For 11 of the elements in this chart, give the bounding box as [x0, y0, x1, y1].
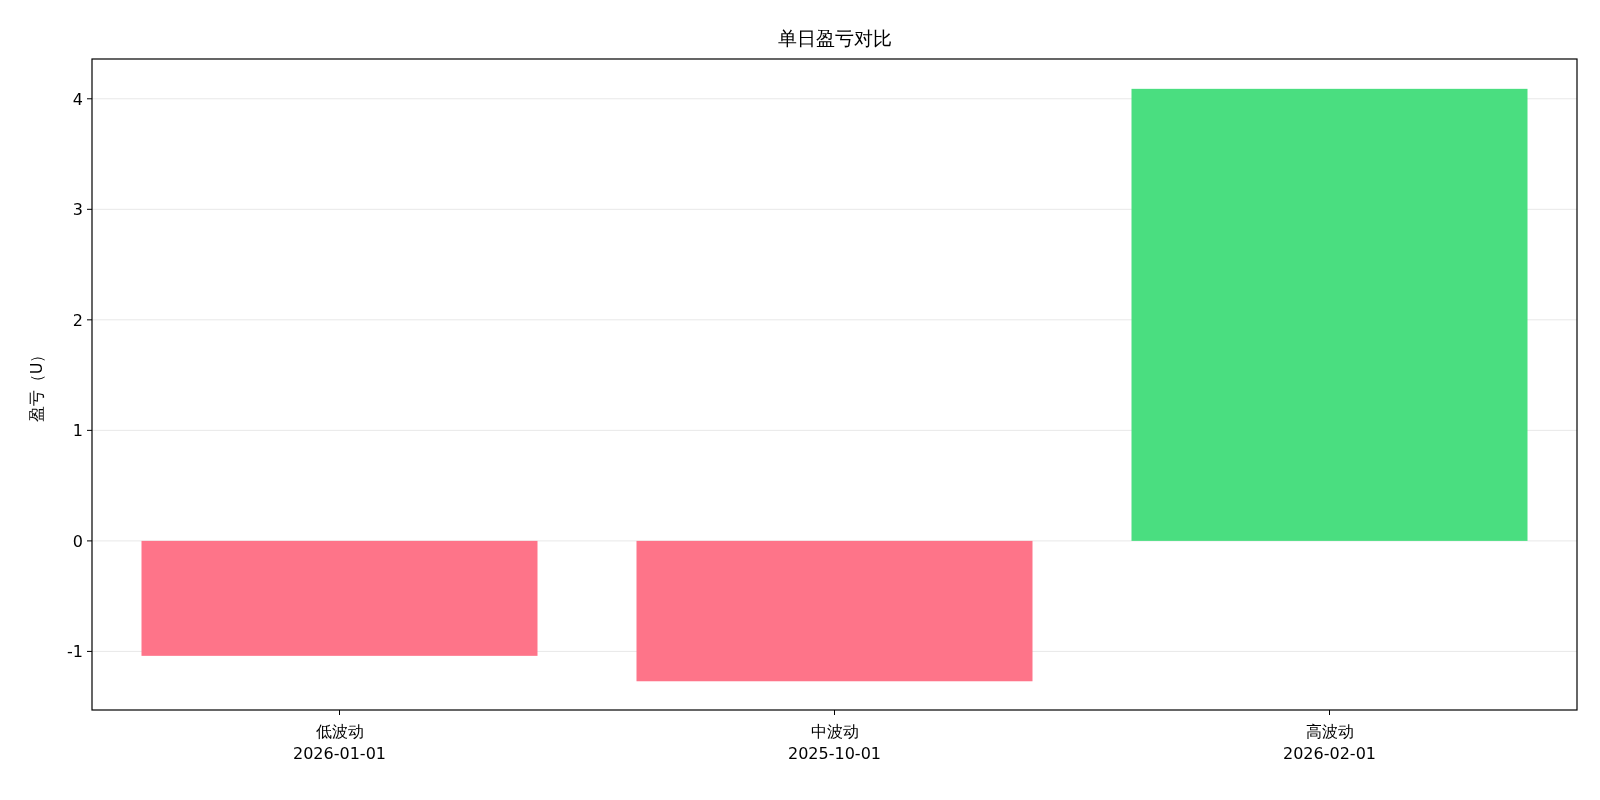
y-axis-title: 盈亏（U） — [27, 346, 46, 423]
x-tick-label: 高波动 2026-02-01 — [1283, 722, 1376, 763]
x-tick-label: 低波动 2026-01-01 — [293, 722, 386, 763]
chart-title: 单日盈亏对比 — [777, 27, 892, 49]
y-tick-label: 2 — [72, 310, 83, 330]
y-tick-label: 0 — [72, 531, 83, 551]
x-tick-label: 中波动 2025-10-01 — [788, 722, 881, 763]
y-tick-label: 3 — [72, 200, 83, 220]
y-tick-label: 4 — [72, 89, 83, 109]
y-tick-label: 1 — [72, 421, 83, 441]
y-tick-label: -1 — [67, 642, 83, 662]
